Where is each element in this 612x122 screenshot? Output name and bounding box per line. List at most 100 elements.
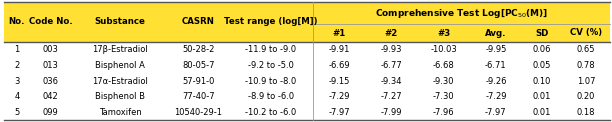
Bar	[522, 89, 562, 104]
Text: 5: 5	[14, 108, 20, 117]
Bar	[29, 73, 72, 89]
Bar	[365, 73, 417, 89]
Text: Code No.: Code No.	[29, 17, 73, 26]
Bar	[168, 2, 229, 42]
Bar	[365, 42, 417, 58]
Bar	[72, 42, 168, 58]
Bar	[522, 58, 562, 73]
Bar	[417, 104, 470, 120]
Text: 1: 1	[14, 45, 20, 54]
Text: -7.29: -7.29	[485, 92, 507, 101]
Text: -10.03: -10.03	[430, 45, 457, 54]
Text: -6.68: -6.68	[433, 61, 455, 70]
Bar	[522, 42, 562, 58]
Text: 50-28-2: 50-28-2	[182, 45, 215, 54]
Bar	[229, 73, 313, 89]
Bar	[365, 89, 417, 104]
Bar	[365, 24, 417, 42]
Text: 4: 4	[14, 92, 20, 101]
Text: -10.9 to -8.0: -10.9 to -8.0	[245, 76, 296, 86]
Bar	[562, 73, 610, 89]
Bar	[229, 104, 313, 120]
Bar	[417, 42, 470, 58]
Text: 0.20: 0.20	[577, 92, 595, 101]
Text: #3: #3	[437, 29, 450, 37]
Text: 17α-Estradiol: 17α-Estradiol	[92, 76, 148, 86]
Text: 0.06: 0.06	[533, 45, 551, 54]
Text: Avg.: Avg.	[485, 29, 507, 37]
Bar	[72, 73, 168, 89]
Bar	[229, 42, 313, 58]
Bar	[29, 2, 72, 42]
Bar	[168, 73, 229, 89]
Bar	[72, 58, 168, 73]
Text: -9.15: -9.15	[329, 76, 350, 86]
Bar	[562, 24, 610, 42]
Text: -6.77: -6.77	[381, 61, 402, 70]
Text: -9.34: -9.34	[381, 76, 402, 86]
Bar	[4, 2, 29, 42]
Bar	[470, 58, 522, 73]
Bar	[470, 42, 522, 58]
Text: 003: 003	[43, 45, 59, 54]
Text: -9.30: -9.30	[433, 76, 454, 86]
Bar	[229, 2, 313, 42]
Bar	[313, 24, 365, 42]
Bar	[4, 73, 29, 89]
Bar	[417, 24, 470, 42]
Bar	[168, 104, 229, 120]
Text: 0.01: 0.01	[533, 92, 551, 101]
Text: 036: 036	[43, 76, 59, 86]
Text: -9.93: -9.93	[381, 45, 402, 54]
Bar	[417, 58, 470, 73]
Text: 099: 099	[43, 108, 59, 117]
Text: Bisphenol A: Bisphenol A	[95, 61, 145, 70]
Text: Comprehensive Test Log[PC$_{50}$(M)]: Comprehensive Test Log[PC$_{50}$(M)]	[375, 6, 548, 20]
Bar	[29, 89, 72, 104]
Bar	[470, 73, 522, 89]
Bar	[313, 58, 365, 73]
Text: -9.91: -9.91	[329, 45, 350, 54]
Text: -10.2 to -6.0: -10.2 to -6.0	[245, 108, 296, 117]
Text: -7.27: -7.27	[381, 92, 402, 101]
Bar	[313, 2, 610, 24]
Text: -9.2 to -5.0: -9.2 to -5.0	[248, 61, 294, 70]
Bar	[168, 58, 229, 73]
Text: 0.65: 0.65	[577, 45, 595, 54]
Text: -8.9 to -6.0: -8.9 to -6.0	[248, 92, 294, 101]
Text: -7.97: -7.97	[328, 108, 350, 117]
Text: -9.26: -9.26	[485, 76, 507, 86]
Bar	[470, 104, 522, 120]
Bar	[417, 89, 470, 104]
Text: Bisphenol B: Bisphenol B	[95, 92, 145, 101]
Bar	[562, 104, 610, 120]
Bar	[522, 24, 562, 42]
Text: 1.07: 1.07	[577, 76, 595, 86]
Bar	[229, 89, 313, 104]
Text: 2: 2	[14, 61, 20, 70]
Text: 80-05-7: 80-05-7	[182, 61, 215, 70]
Bar	[168, 42, 229, 58]
Text: CASRN: CASRN	[182, 17, 215, 26]
Bar	[313, 42, 365, 58]
Text: #1: #1	[332, 29, 346, 37]
Bar	[562, 58, 610, 73]
Text: 0.78: 0.78	[577, 61, 595, 70]
Text: 0.10: 0.10	[533, 76, 551, 86]
Text: 042: 042	[43, 92, 59, 101]
Text: -7.96: -7.96	[433, 108, 455, 117]
Bar	[72, 2, 168, 42]
Bar	[29, 58, 72, 73]
Text: Tamoxifen: Tamoxifen	[99, 108, 141, 117]
Text: 10540-29-1: 10540-29-1	[174, 108, 222, 117]
Bar	[313, 73, 365, 89]
Text: -6.71: -6.71	[485, 61, 507, 70]
Bar	[72, 104, 168, 120]
Text: -7.97: -7.97	[485, 108, 507, 117]
Text: -7.30: -7.30	[433, 92, 455, 101]
Bar	[313, 104, 365, 120]
Bar	[470, 24, 522, 42]
Bar	[522, 73, 562, 89]
Text: 0.01: 0.01	[533, 108, 551, 117]
Text: 77-40-7: 77-40-7	[182, 92, 215, 101]
